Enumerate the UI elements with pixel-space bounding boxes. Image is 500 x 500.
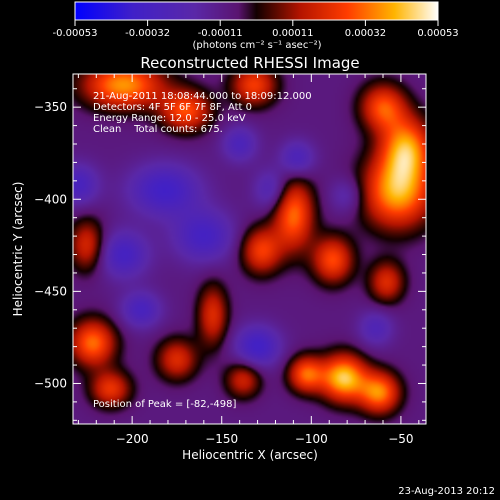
info-energy-range: Energy Range: 12.0 - 25.0 keV xyxy=(93,113,246,124)
heatmap-image xyxy=(73,74,426,424)
info-peak-position: Position of Peak = [-82,-498] xyxy=(93,399,237,410)
y-tick-label: −350 xyxy=(34,100,67,114)
colorbar-tick-label: -0.00011 xyxy=(198,28,243,39)
y-tick-label: −400 xyxy=(34,192,67,206)
x-tick-label: −200 xyxy=(116,432,149,446)
footer-timestamp: 23-Aug-2013 20:12 xyxy=(398,486,495,497)
y-axis-ticks xyxy=(73,88,426,421)
colorbar-units: (photons cm⁻² s⁻¹ asec⁻²) xyxy=(192,40,321,51)
y-tick-label: −450 xyxy=(34,284,67,298)
x-axis-title: Heliocentric X (arcsec) xyxy=(182,448,318,462)
colorbar xyxy=(74,1,439,21)
x-tick-label: −150 xyxy=(205,432,238,446)
colorbar-ticks xyxy=(74,20,439,26)
x-tick-label: −100 xyxy=(295,432,328,446)
chart-title: Reconstructed RHESSI Image xyxy=(140,54,359,72)
info-clean-counts: Clean Total counts: 675. xyxy=(93,124,223,135)
colorbar-tick-label: 0.00053 xyxy=(417,28,458,39)
colorbar-tick-label: 0.00011 xyxy=(272,28,313,39)
y-axis-title: Heliocentric Y (arcsec) xyxy=(11,182,25,317)
colorbar-tick-label: -0.00032 xyxy=(125,28,170,39)
colorbar-tick-label: -0.00053 xyxy=(53,28,98,39)
x-axis-tick-labels: −200 −150 −100 −50 xyxy=(116,432,414,446)
x-tick-label: −50 xyxy=(388,432,413,446)
y-axis-tick-labels: −350 −400 −450 −500 xyxy=(34,100,67,390)
info-time-range: 21-Aug-2011 18:08:44.000 to 18:09:12.000 xyxy=(93,91,312,102)
plot-frame xyxy=(72,73,427,425)
info-detectors: Detectors: 4F 5F 6F 7F 8F, Att 0 xyxy=(93,102,252,113)
colorbar-tick-label: 0.00032 xyxy=(345,28,386,39)
colorbar-tick-labels: -0.00053 -0.00032 -0.00011 0.00011 0.00032 0.… xyxy=(53,28,459,39)
x-axis-ticks xyxy=(77,74,420,424)
y-tick-label: −500 xyxy=(34,376,67,390)
